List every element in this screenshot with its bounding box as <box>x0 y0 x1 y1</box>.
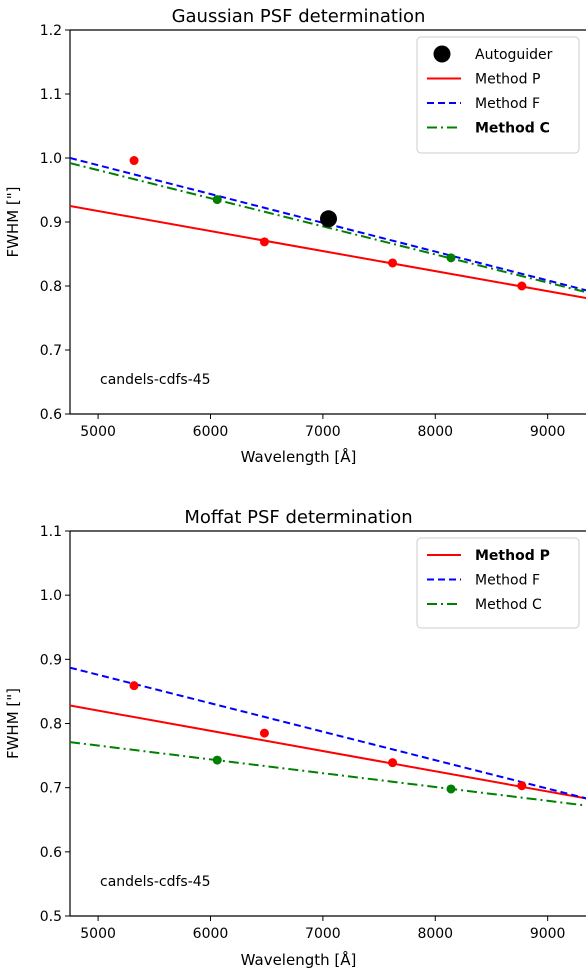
y-tick-label: 0.9 <box>40 652 62 668</box>
y-axis-label: FWHM ["] <box>4 186 22 257</box>
x-tick-label: 9000 <box>530 926 566 942</box>
y-tick-label: 1.0 <box>40 151 62 167</box>
chart-title: Gaussian PSF determination <box>172 6 426 27</box>
y-tick-label: 0.5 <box>40 909 62 925</box>
data-point-method-p <box>129 681 139 691</box>
data-point-autoguider <box>320 210 337 228</box>
plot-area <box>70 666 586 807</box>
legend-label-method-f: Method F <box>475 96 540 112</box>
series-line-method-f <box>70 666 586 800</box>
legend: Method P Method F Method C <box>416 537 580 629</box>
x-tick-label: 7000 <box>305 424 341 440</box>
legend-box <box>416 36 580 154</box>
x-tick-label: 9000 <box>530 424 566 440</box>
data-point-method-p <box>388 758 398 768</box>
y-tick-label: 0.9 <box>40 215 62 231</box>
y-tick-label: 1.2 <box>40 23 62 39</box>
x-tick-label: 5000 <box>80 926 116 942</box>
data-point-method-p <box>517 281 527 291</box>
x-tick-label: 5000 <box>80 424 116 440</box>
data-point-method-c <box>212 755 222 765</box>
data-point-method-c <box>446 253 456 263</box>
y-tick-label: 1.1 <box>40 87 62 103</box>
series-line-method-c <box>70 741 586 807</box>
data-point-method-c <box>212 195 222 205</box>
x-tick-label: 7000 <box>305 926 341 942</box>
data-point-method-p <box>388 258 398 268</box>
legend-label-method-p: Method P <box>475 72 540 88</box>
legend: Autoguider Method P Method F Method C <box>416 36 580 154</box>
moffat-panel: Moffat PSF determination 0.5 0.6 0.7 0.8 0.9 1… <box>4 507 586 969</box>
y-tick-label: 1.1 <box>40 524 62 540</box>
series-line-method-p <box>70 704 586 800</box>
data-point-method-p <box>259 237 269 247</box>
y-tick-label: 0.8 <box>40 279 62 295</box>
y-tick-label: 0.6 <box>40 845 62 861</box>
y-tick-label: 0.6 <box>40 407 62 423</box>
y-tick-label: 0.7 <box>40 343 62 359</box>
data-point-method-p <box>517 781 527 791</box>
plot-area <box>70 156 586 299</box>
data-point-method-p <box>259 728 269 738</box>
x-tick-label: 8000 <box>417 926 453 942</box>
y-tick-label: 0.7 <box>40 781 62 797</box>
legend-label-method-c: Method C <box>475 597 542 613</box>
dataset-annotation: candels-cdfs-45 <box>100 372 211 388</box>
y-tick-label: 1.0 <box>40 588 62 604</box>
data-point-method-c <box>446 784 456 794</box>
legend-label-method-c: Method C <box>475 121 550 137</box>
chart-title: Moffat PSF determination <box>184 507 412 528</box>
x-tick-label: 8000 <box>417 424 453 440</box>
legend-symbol-autoguider <box>433 45 451 63</box>
legend-label-method-p: Method P <box>475 548 550 564</box>
gaussian-panel: Gaussian PSF determination 0.6 0.7 0.8 0.9 1.… <box>4 6 586 466</box>
dataset-annotation: candels-cdfs-45 <box>100 874 211 890</box>
series-line-method-c <box>70 162 586 294</box>
x-tick-label: 6000 <box>193 926 229 942</box>
legend-label-autoguider: Autoguider <box>475 47 553 63</box>
legend-label-method-f: Method F <box>475 573 540 589</box>
legend-box <box>416 537 580 629</box>
x-axis-label: Wavelength [Å] <box>241 447 357 466</box>
x-tick-label: 6000 <box>193 424 229 440</box>
y-tick-label: 0.8 <box>40 717 62 733</box>
y-axis-label: FWHM ["] <box>4 688 22 759</box>
series-line-method-p <box>70 205 586 299</box>
data-point-method-p <box>129 156 139 166</box>
x-axis-label: Wavelength [Å] <box>241 950 357 969</box>
